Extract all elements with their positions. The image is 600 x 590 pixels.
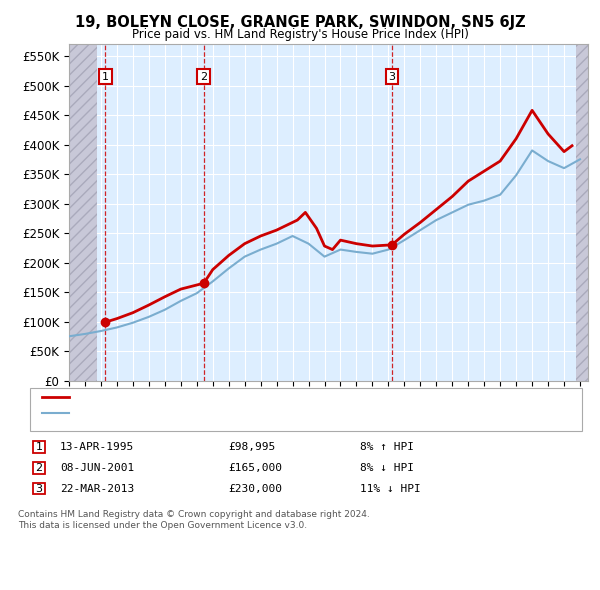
Text: 19, BOLEYN CLOSE, GRANGE PARK, SWINDON, SN5 6JZ (detached house): 19, BOLEYN CLOSE, GRANGE PARK, SWINDON, … bbox=[75, 392, 475, 402]
Text: HPI: Average price, detached house, Swindon: HPI: Average price, detached house, Swin… bbox=[75, 408, 324, 418]
19, BOLEYN CLOSE, GRANGE PARK, SWINDON, SN5 6JZ (detached house) bbox=[544, 130, 551, 137]
HPI: Average price, detached house, Swindon: (2.01e+03, 2.15e+05): Average price, detached house, Swindon: … bbox=[369, 250, 376, 257]
Text: Price paid vs. HM Land Registry's House Price Index (HPI): Price paid vs. HM Land Registry's House … bbox=[131, 28, 469, 41]
Text: 08-JUN-2001: 08-JUN-2001 bbox=[60, 463, 134, 473]
HPI: Average price, detached house, Swindon: (2.01e+03, 2.22e+05): Average price, detached house, Swindon: … bbox=[337, 246, 344, 253]
HPI: Average price, detached house, Swindon: (2.02e+03, 3.6e+05): Average price, detached house, Swindon: … bbox=[560, 165, 568, 172]
HPI: Average price, detached house, Swindon: (2.01e+03, 2.32e+05): Average price, detached house, Swindon: … bbox=[305, 240, 312, 247]
Text: £165,000: £165,000 bbox=[228, 463, 282, 473]
HPI: Average price, detached house, Swindon: (2e+03, 9e+04): Average price, detached house, Swindon: … bbox=[113, 324, 121, 331]
19, BOLEYN CLOSE, GRANGE PARK, SWINDON, SN5 6JZ (detached house) bbox=[209, 266, 217, 273]
19, BOLEYN CLOSE, GRANGE PARK, SWINDON, SN5 6JZ (detached house) bbox=[257, 232, 264, 240]
HPI: Average price, detached house, Swindon: (2e+03, 1.68e+05): Average price, detached house, Swindon: … bbox=[209, 278, 217, 285]
Text: £230,000: £230,000 bbox=[228, 484, 282, 493]
Bar bbox=[69, 44, 97, 381]
19, BOLEYN CLOSE, GRANGE PARK, SWINDON, SN5 6JZ (detached house) bbox=[273, 227, 280, 234]
Text: 22-MAR-2013: 22-MAR-2013 bbox=[60, 484, 134, 493]
HPI: Average price, detached house, Swindon: (2e+03, 2.1e+05): Average price, detached house, Swindon: … bbox=[241, 253, 248, 260]
HPI: Average price, detached house, Swindon: (2.01e+03, 2.18e+05): Average price, detached house, Swindon: … bbox=[353, 248, 360, 255]
19, BOLEYN CLOSE, GRANGE PARK, SWINDON, SN5 6JZ (detached house) bbox=[225, 252, 232, 259]
Text: 1: 1 bbox=[102, 72, 109, 81]
HPI: Average price, detached house, Swindon: (2e+03, 1.2e+05): Average price, detached house, Swindon: … bbox=[161, 306, 169, 313]
HPI: Average price, detached house, Swindon: (2.02e+03, 2.72e+05): Average price, detached house, Swindon: … bbox=[433, 217, 440, 224]
19, BOLEYN CLOSE, GRANGE PARK, SWINDON, SN5 6JZ (detached house) bbox=[102, 319, 109, 326]
Line: 19, BOLEYN CLOSE, GRANGE PARK, SWINDON, SN5 6JZ (detached house): 19, BOLEYN CLOSE, GRANGE PARK, SWINDON, … bbox=[106, 110, 572, 322]
HPI: Average price, detached house, Swindon: (2.02e+03, 3.48e+05): Average price, detached house, Swindon: … bbox=[512, 172, 520, 179]
19, BOLEYN CLOSE, GRANGE PARK, SWINDON, SN5 6JZ (detached house) bbox=[481, 168, 488, 175]
HPI: Average price, detached house, Swindon: (2e+03, 1.9e+05): Average price, detached house, Swindon: … bbox=[225, 265, 232, 272]
19, BOLEYN CLOSE, GRANGE PARK, SWINDON, SN5 6JZ (detached house) bbox=[177, 286, 184, 293]
HPI: Average price, detached house, Swindon: (2.02e+03, 3.75e+05): Average price, detached house, Swindon: … bbox=[577, 156, 584, 163]
19, BOLEYN CLOSE, GRANGE PARK, SWINDON, SN5 6JZ (detached house) bbox=[353, 240, 360, 247]
Bar bbox=[576, 44, 588, 381]
19, BOLEYN CLOSE, GRANGE PARK, SWINDON, SN5 6JZ (detached house) bbox=[129, 309, 136, 316]
19, BOLEYN CLOSE, GRANGE PARK, SWINDON, SN5 6JZ (detached house) bbox=[302, 209, 309, 216]
19, BOLEYN CLOSE, GRANGE PARK, SWINDON, SN5 6JZ (detached house) bbox=[464, 178, 472, 185]
19, BOLEYN CLOSE, GRANGE PARK, SWINDON, SN5 6JZ (detached house) bbox=[145, 301, 152, 309]
19, BOLEYN CLOSE, GRANGE PARK, SWINDON, SN5 6JZ (detached house) bbox=[417, 219, 424, 226]
19, BOLEYN CLOSE, GRANGE PARK, SWINDON, SN5 6JZ (detached house) bbox=[568, 142, 575, 149]
HPI: Average price, detached house, Swindon: (2.01e+03, 2.38e+05): Average price, detached house, Swindon: … bbox=[401, 237, 408, 244]
HPI: Average price, detached house, Swindon: (2.01e+03, 2.22e+05): Average price, detached house, Swindon: … bbox=[385, 246, 392, 253]
19, BOLEYN CLOSE, GRANGE PARK, SWINDON, SN5 6JZ (detached house) bbox=[321, 242, 328, 250]
19, BOLEYN CLOSE, GRANGE PARK, SWINDON, SN5 6JZ (detached house) bbox=[161, 293, 169, 300]
HPI: Average price, detached house, Swindon: (1.99e+03, 7.5e+04): Average price, detached house, Swindon: … bbox=[65, 333, 73, 340]
HPI: Average price, detached house, Swindon: (2.01e+03, 2.32e+05): Average price, detached house, Swindon: … bbox=[273, 240, 280, 247]
19, BOLEYN CLOSE, GRANGE PARK, SWINDON, SN5 6JZ (detached house) bbox=[113, 315, 121, 322]
19, BOLEYN CLOSE, GRANGE PARK, SWINDON, SN5 6JZ (detached house) bbox=[497, 158, 504, 165]
19, BOLEYN CLOSE, GRANGE PARK, SWINDON, SN5 6JZ (detached house) bbox=[512, 135, 520, 142]
19, BOLEYN CLOSE, GRANGE PARK, SWINDON, SN5 6JZ (detached house) bbox=[313, 225, 320, 232]
19, BOLEYN CLOSE, GRANGE PARK, SWINDON, SN5 6JZ (detached house) bbox=[329, 246, 336, 253]
19, BOLEYN CLOSE, GRANGE PARK, SWINDON, SN5 6JZ (detached house) bbox=[294, 217, 301, 224]
Text: 2: 2 bbox=[200, 72, 208, 81]
Text: £98,995: £98,995 bbox=[228, 442, 275, 452]
19, BOLEYN CLOSE, GRANGE PARK, SWINDON, SN5 6JZ (detached house) bbox=[369, 242, 376, 250]
Text: 3: 3 bbox=[388, 72, 395, 81]
HPI: Average price, detached house, Swindon: (2.01e+03, 2.1e+05): Average price, detached house, Swindon: … bbox=[321, 253, 328, 260]
19, BOLEYN CLOSE, GRANGE PARK, SWINDON, SN5 6JZ (detached house) bbox=[529, 107, 536, 114]
HPI: Average price, detached house, Swindon: (2e+03, 8.4e+04): Average price, detached house, Swindon: … bbox=[97, 327, 104, 335]
HPI: Average price, detached house, Swindon: (2e+03, 2.22e+05): Average price, detached house, Swindon: … bbox=[257, 246, 264, 253]
HPI: Average price, detached house, Swindon: (2.02e+03, 2.85e+05): Average price, detached house, Swindon: … bbox=[449, 209, 456, 216]
HPI: Average price, detached house, Swindon: (2.02e+03, 2.55e+05): Average price, detached house, Swindon: … bbox=[417, 227, 424, 234]
19, BOLEYN CLOSE, GRANGE PARK, SWINDON, SN5 6JZ (detached house) bbox=[560, 148, 568, 155]
Text: 8% ↓ HPI: 8% ↓ HPI bbox=[360, 463, 414, 473]
19, BOLEYN CLOSE, GRANGE PARK, SWINDON, SN5 6JZ (detached house) bbox=[241, 240, 248, 247]
HPI: Average price, detached house, Swindon: (1.99e+03, 7.9e+04): Average price, detached house, Swindon: … bbox=[82, 330, 89, 337]
19, BOLEYN CLOSE, GRANGE PARK, SWINDON, SN5 6JZ (detached house) bbox=[388, 241, 395, 248]
HPI: Average price, detached house, Swindon: (2e+03, 1.35e+05): Average price, detached house, Swindon: … bbox=[177, 297, 184, 304]
19, BOLEYN CLOSE, GRANGE PARK, SWINDON, SN5 6JZ (detached house) bbox=[337, 237, 344, 244]
19, BOLEYN CLOSE, GRANGE PARK, SWINDON, SN5 6JZ (detached house) bbox=[401, 231, 408, 238]
Text: 3: 3 bbox=[35, 484, 43, 493]
Text: 19, BOLEYN CLOSE, GRANGE PARK, SWINDON, SN5 6JZ: 19, BOLEYN CLOSE, GRANGE PARK, SWINDON, … bbox=[74, 15, 526, 30]
HPI: Average price, detached house, Swindon: (2.02e+03, 3.15e+05): Average price, detached house, Swindon: … bbox=[497, 191, 504, 198]
HPI: Average price, detached house, Swindon: (2e+03, 9.8e+04): Average price, detached house, Swindon: … bbox=[129, 319, 136, 326]
Line: HPI: Average price, detached house, Swindon: HPI: Average price, detached house, Swin… bbox=[69, 150, 580, 336]
Text: 13-APR-1995: 13-APR-1995 bbox=[60, 442, 134, 452]
Text: 1: 1 bbox=[35, 442, 43, 452]
HPI: Average price, detached house, Swindon: (2e+03, 1.48e+05): Average price, detached house, Swindon: … bbox=[193, 290, 200, 297]
Text: 8% ↑ HPI: 8% ↑ HPI bbox=[360, 442, 414, 452]
Text: 2: 2 bbox=[35, 463, 43, 473]
HPI: Average price, detached house, Swindon: (2.02e+03, 3.9e+05): Average price, detached house, Swindon: … bbox=[529, 147, 536, 154]
19, BOLEYN CLOSE, GRANGE PARK, SWINDON, SN5 6JZ (detached house) bbox=[449, 193, 456, 200]
19, BOLEYN CLOSE, GRANGE PARK, SWINDON, SN5 6JZ (detached house) bbox=[200, 280, 208, 287]
Text: 11% ↓ HPI: 11% ↓ HPI bbox=[360, 484, 421, 493]
Text: Contains HM Land Registry data © Crown copyright and database right 2024.
This d: Contains HM Land Registry data © Crown c… bbox=[18, 510, 370, 530]
HPI: Average price, detached house, Swindon: (2.02e+03, 2.98e+05): Average price, detached house, Swindon: … bbox=[464, 201, 472, 208]
19, BOLEYN CLOSE, GRANGE PARK, SWINDON, SN5 6JZ (detached house) bbox=[433, 206, 440, 213]
HPI: Average price, detached house, Swindon: (2e+03, 1.08e+05): Average price, detached house, Swindon: … bbox=[145, 313, 152, 320]
HPI: Average price, detached house, Swindon: (2.02e+03, 3.05e+05): Average price, detached house, Swindon: … bbox=[481, 197, 488, 204]
HPI: Average price, detached house, Swindon: (2.01e+03, 2.45e+05): Average price, detached house, Swindon: … bbox=[289, 232, 296, 240]
HPI: Average price, detached house, Swindon: (2.02e+03, 3.72e+05): Average price, detached house, Swindon: … bbox=[544, 158, 551, 165]
